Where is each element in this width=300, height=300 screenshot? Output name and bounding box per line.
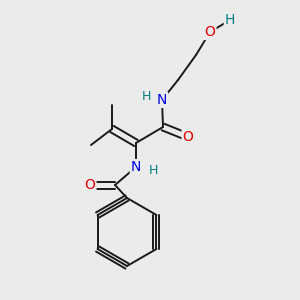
- Text: O: O: [183, 130, 194, 144]
- Text: O: O: [85, 178, 95, 192]
- Text: H: H: [141, 89, 151, 103]
- Text: O: O: [205, 25, 215, 39]
- Text: H: H: [148, 164, 158, 176]
- Text: N: N: [157, 93, 167, 107]
- Text: N: N: [131, 160, 141, 174]
- Text: H: H: [225, 13, 235, 27]
